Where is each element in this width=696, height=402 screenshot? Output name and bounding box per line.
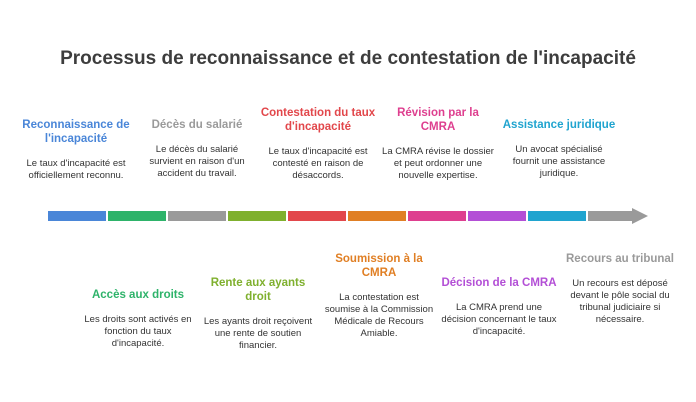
step-deces: Décès du salarié Le décès du salarié sur… <box>139 118 255 180</box>
timeline-segment <box>468 211 526 221</box>
diagram-title: Processus de reconnaissance et de contes… <box>60 48 636 69</box>
step-title: Rente aux ayants droit <box>210 277 306 303</box>
step-title: Reconnaissance de l'incapacité <box>22 119 130 145</box>
step-recours-tribunal: Recours au tribunal Un recours est dépos… <box>562 252 678 326</box>
timeline-arrow <box>48 208 648 224</box>
step-soumission-cmra: Soumission à la CMRA La contestation est… <box>321 252 437 340</box>
step-acces-droits: Accès aux droits Les droits sont activés… <box>80 288 196 350</box>
timeline-segment <box>228 211 286 221</box>
step-title: Révision par la CMRA <box>397 107 479 133</box>
step-description: La contestation est soumise à la Commiss… <box>324 292 434 339</box>
timeline-segment <box>108 211 166 221</box>
timeline-segment <box>348 211 406 221</box>
step-description: Les ayants droit reçoivent une rente de … <box>203 316 313 351</box>
step-title: Décision de la CMRA <box>441 277 557 289</box>
step-rente-ayants-droit: Rente aux ayants droit Les ayants droit … <box>200 276 316 352</box>
step-title: Recours au tribunal <box>566 253 674 265</box>
timeline-segment <box>528 211 586 221</box>
timeline-segment <box>408 211 466 221</box>
step-description: Le décès du salarié survient en raison d… <box>149 144 245 179</box>
step-title: Décès du salarié <box>151 119 243 131</box>
step-description: Les droits sont activés en fonction du t… <box>84 314 192 349</box>
step-description: La CMRA prend une décision concernant le… <box>441 302 557 337</box>
step-title: Soumission à la CMRA <box>335 253 423 279</box>
step-revision-cmra: Révision par la CMRA La CMRA révise le d… <box>380 106 496 182</box>
timeline-segment <box>288 211 346 221</box>
step-description: Un recours est déposé devant le pôle soc… <box>570 278 670 325</box>
timeline-segment <box>48 211 106 221</box>
step-title: Contestation du taux d'incapacité <box>260 107 376 133</box>
step-title: Accès aux droits <box>91 289 185 301</box>
step-contestation: Contestation du taux d'incapacité Le tau… <box>260 106 376 182</box>
step-description: La CMRA révise le dossier et peut ordonn… <box>382 146 494 181</box>
arrow-head <box>632 208 648 224</box>
step-assistance-juridique: Assistance juridique Un avocat spécialis… <box>501 118 617 180</box>
step-description: Le taux d'incapacité est officiellement … <box>26 158 126 181</box>
step-description: Le taux d'incapacité est contesté en rai… <box>268 146 368 181</box>
step-reconnaissance: Reconnaissance de l'incapacité Le taux d… <box>18 118 134 182</box>
timeline-segment <box>588 211 634 221</box>
step-title: Assistance juridique <box>502 119 616 131</box>
step-decision-cmra: Décision de la CMRA La CMRA prend une dé… <box>441 276 557 338</box>
step-description: Un avocat spécialisé fournit une assista… <box>512 144 606 179</box>
timeline-segment <box>168 211 226 221</box>
